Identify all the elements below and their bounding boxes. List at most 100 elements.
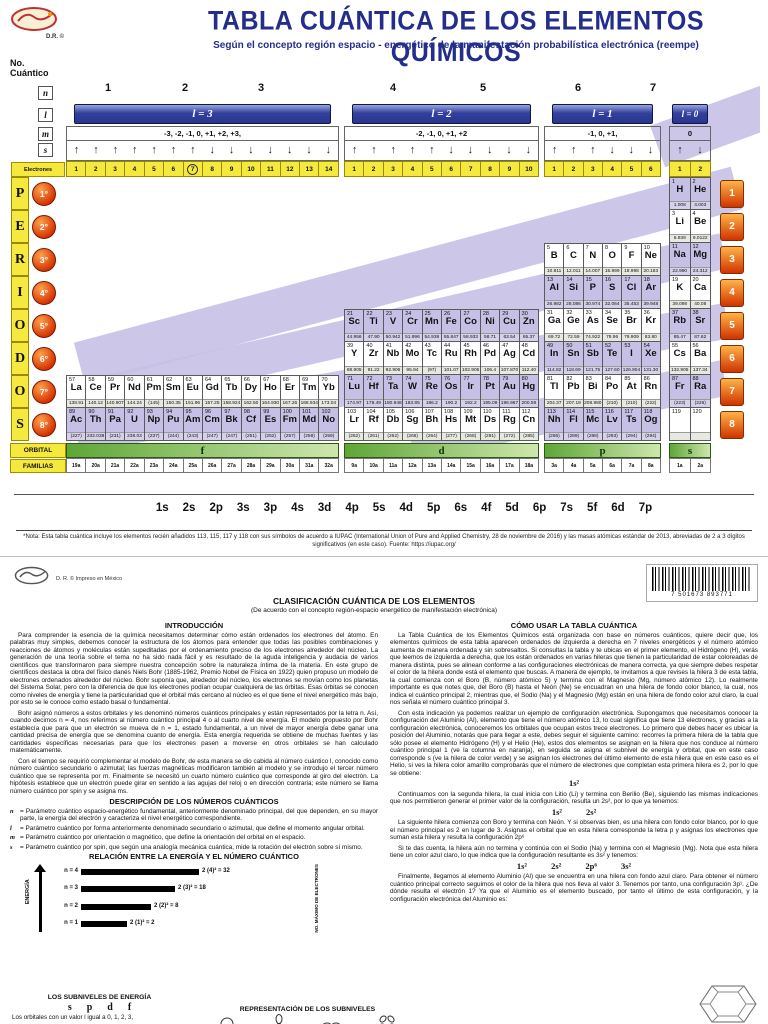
- familia-cell: 28a: [240, 458, 262, 473]
- element-symbol: Co: [464, 316, 477, 327]
- level-bar: [81, 903, 151, 910]
- atomic-mass: 15.999: [603, 267, 622, 275]
- spin-down-arrow: ↓: [506, 144, 512, 156]
- element-cell-Ar: 18 Ar 39.948: [640, 276, 661, 309]
- familia-cell: 1a: [669, 458, 691, 473]
- orbital-filling-sequence: 1s 2s 2p 3s 3p 4s 3d 4p 5s 4d 5p 6s 4f 5d 6p 7s 5f 6d 7p: [60, 502, 748, 514]
- atomic-number: 106: [405, 409, 415, 415]
- element-symbol: Ho: [264, 382, 277, 393]
- atomic-mass: 51.996: [403, 333, 422, 341]
- element-cell-Fr: 87 Fr (223): [669, 375, 691, 408]
- element-cell-Fl: 114 Fl (289): [563, 408, 584, 441]
- atomic-mass: 144.24: [125, 399, 144, 407]
- element-symbol: Zr: [368, 348, 379, 359]
- atomic-mass: 114.82: [545, 366, 564, 374]
- electron-number: 10: [518, 161, 540, 177]
- element-row: 11 Na 22.990 12 Mg 24.312: [669, 243, 711, 276]
- right-period-number: 8: [720, 410, 744, 439]
- familia-cell: 14a: [441, 458, 462, 473]
- spin-down-arrow: ↓: [609, 144, 615, 156]
- atomic-number: 95: [185, 409, 192, 415]
- element-symbol: N: [589, 250, 597, 261]
- atomic-number: 77: [463, 376, 470, 382]
- representacion-heading: REPRESENTACIÓN DE LOS SUBNIVELES: [239, 1006, 376, 1013]
- element-cell-Ca: 20 Ca 40.08: [689, 276, 711, 309]
- electron-number: 3: [382, 161, 404, 177]
- element-symbol: Ga: [547, 315, 561, 326]
- element-symbol: La: [70, 382, 82, 393]
- element-symbol: Sg: [406, 414, 419, 425]
- atomic-number: 18: [643, 277, 650, 283]
- spin-down-arrow: ↓: [486, 144, 493, 156]
- atomic-mass: 232.038: [86, 432, 105, 440]
- sequence-item-3p: 3p: [263, 502, 278, 514]
- atomic-number: 16: [604, 277, 612, 283]
- orbital-blocks: l = 3 -3, -2, -1, 0, +1, +2, +3, ↑ ↑ ↑ ↑ ↑ ↑ ↑ ↓ ↓…: [66, 102, 711, 473]
- atomic-number: 60: [127, 377, 134, 383]
- atomic-mass: 10.811: [545, 267, 564, 275]
- m-values-s: 0: [669, 126, 711, 141]
- element-symbol: I: [630, 348, 633, 359]
- atomic-number: 113: [547, 409, 556, 415]
- element-cell-Cu: 29 Cu 63.54: [499, 309, 520, 342]
- familia-cell: 19a: [66, 458, 87, 473]
- atomic-mass: 22.990: [670, 267, 690, 275]
- orbital-row-label: ORBITAL: [10, 443, 66, 458]
- max-electrons-label: NO. MÁXIMO DE ELECTRONES: [314, 863, 319, 933]
- element-cell-F: 9 F 18.998: [621, 243, 642, 276]
- atomic-number: 82: [566, 376, 573, 382]
- atomic-number: 96: [204, 409, 212, 415]
- element-cell-Pm: 61 Pm (145): [143, 375, 165, 408]
- element-symbol: Nd: [128, 382, 141, 393]
- atomic-mass: 107.870: [500, 366, 519, 374]
- atomic-mass: (257): [280, 432, 300, 440]
- spin-down-arrow: ↓: [228, 144, 235, 156]
- sequence-item-4s: 4s: [291, 502, 304, 514]
- element-symbol: Sb: [586, 348, 599, 359]
- element-cell-Cn: 112 Cn (285): [518, 408, 540, 441]
- element-cell-B: 5 B 10.811: [544, 243, 565, 276]
- atomic-mass: 151.96: [183, 399, 202, 407]
- electron-number: 7: [460, 161, 481, 177]
- element-symbol: S: [608, 282, 616, 293]
- orbital-letter-s: s: [669, 443, 711, 458]
- subniveles-heading: LOS SUBNIVELES DE ENERGÍA: [47, 994, 152, 1001]
- element-row: 3 Li 6.939 4 Be 9.0122: [669, 210, 711, 243]
- electron-number: 6: [640, 161, 661, 177]
- atomic-mass: (231): [105, 432, 125, 440]
- spin-down-arrow: ↓: [628, 144, 635, 156]
- atomic-mass: 40.08: [690, 300, 710, 308]
- familia-cell: 5a: [582, 458, 603, 473]
- period-badge: 7°: [32, 379, 56, 404]
- element-symbol: P: [589, 282, 596, 293]
- electron-number: 9: [221, 161, 242, 177]
- atomic-mass: 204.37: [545, 399, 564, 407]
- atomic-number: 79: [502, 376, 509, 382]
- periodos-row: I 4°: [11, 276, 63, 309]
- atomic-mass: (294): [641, 432, 660, 440]
- atomic-number: 102: [321, 409, 331, 415]
- atomic-number: 14: [566, 277, 573, 283]
- spin-up-arrow: ↑: [351, 144, 358, 156]
- atomic-number: 105: [385, 409, 395, 415]
- atomic-mass: 138.91: [67, 399, 86, 407]
- atomic-number: 87: [672, 376, 679, 382]
- atomic-mass: 137.34: [690, 366, 710, 374]
- element-cell-Ac: 89 Ac (227): [66, 408, 87, 441]
- atomic-number: 54: [643, 343, 650, 349]
- atomic-number: 40: [366, 343, 373, 349]
- atomic-mass: 58.933: [461, 333, 480, 341]
- atomic-number: 56: [692, 343, 699, 349]
- config-formula-3: 1s² 2s² 2p⁶ 3s²: [516, 860, 632, 871]
- element-cell-H: 1 H 1.008: [669, 177, 691, 210]
- atomic-mass: 183.85: [403, 399, 422, 407]
- atomic-mass: 55.847: [442, 333, 461, 341]
- spin-up-arrow: ↑: [151, 144, 157, 156]
- familia-cell: 2a: [689, 458, 711, 473]
- classification-title: CLASIFICACIÓN CUÁNTICA DE LOS ELEMENTOS: [272, 596, 476, 606]
- atomic-mass: 69.72: [545, 333, 564, 341]
- spin-up-arrow: ↑: [551, 144, 558, 156]
- atomic-number: 65: [224, 377, 231, 383]
- element-cell-V: 23 V 50.942: [382, 309, 404, 342]
